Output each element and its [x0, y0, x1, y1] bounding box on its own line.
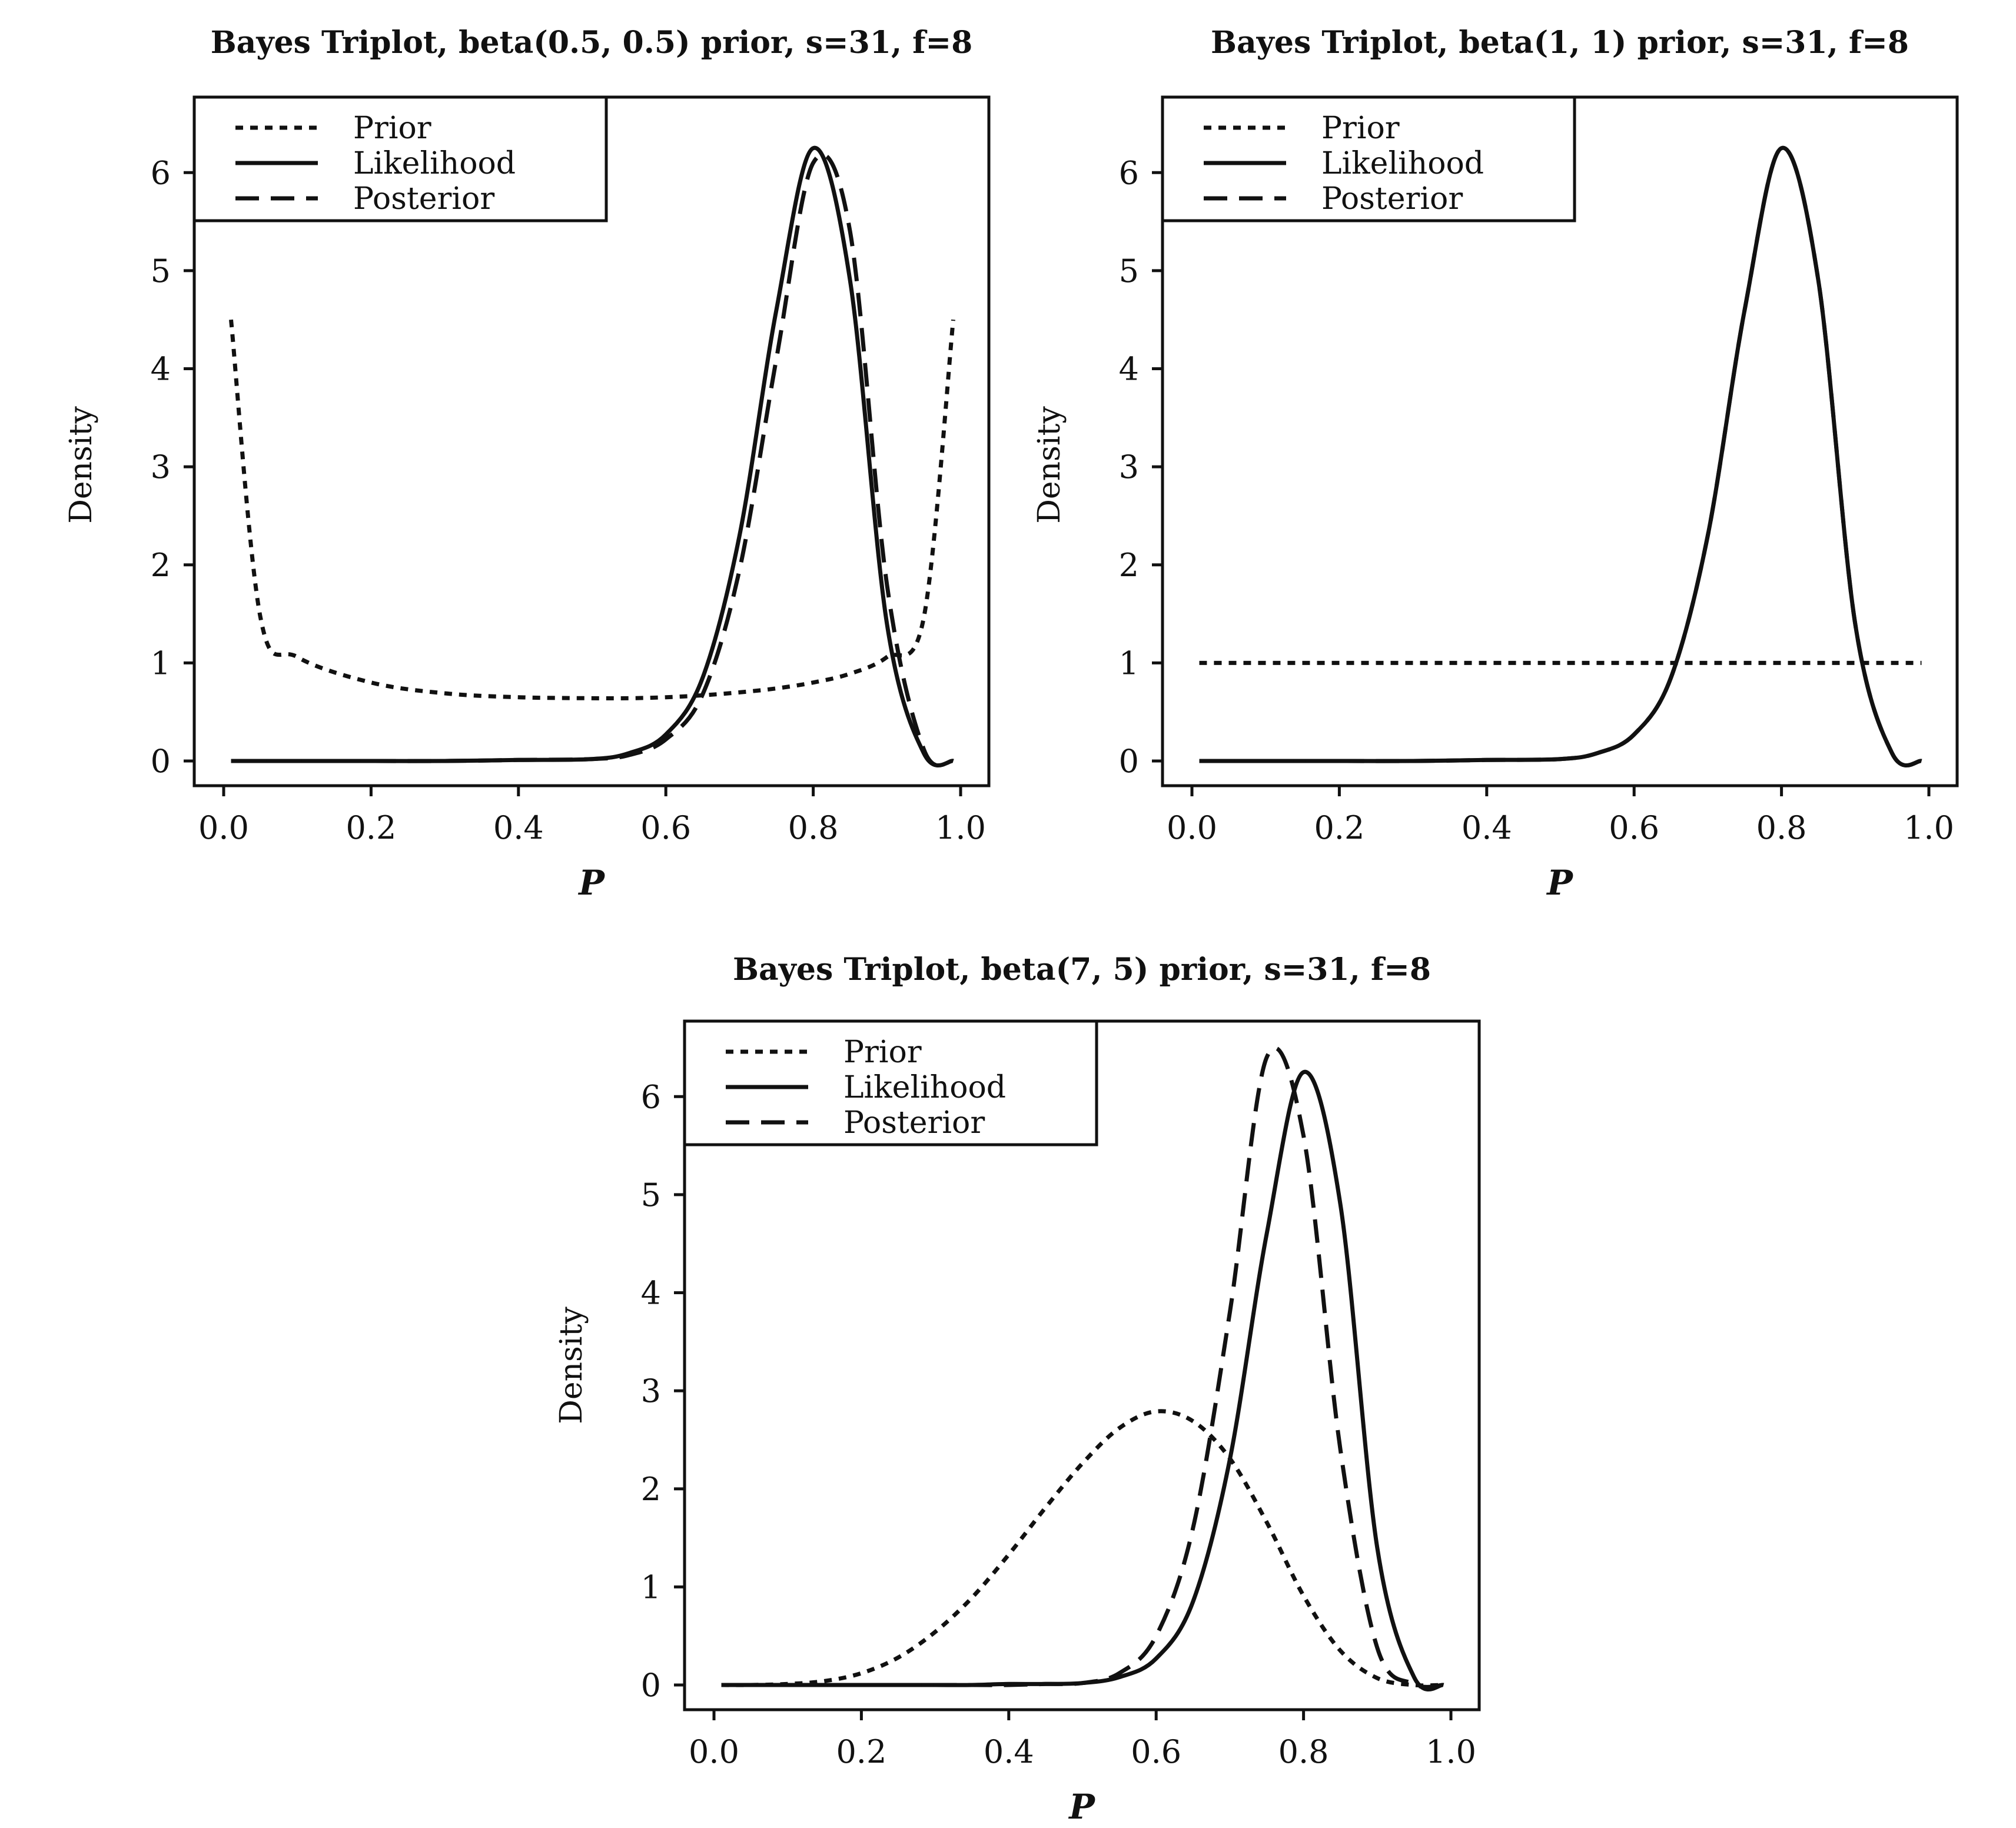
x-axis-label: P: [1546, 863, 1573, 903]
x-tick-label: 0.8: [1756, 809, 1807, 846]
y-tick-label: 0: [1119, 743, 1139, 780]
legend-label-prior: Prior: [843, 1035, 922, 1070]
y-tick-label: 4: [151, 351, 171, 388]
y-axis-label: Density: [64, 406, 99, 524]
chart-title: Bayes Triplot, beta(0.5, 0.5) prior, s=3…: [211, 25, 973, 61]
x-tick-label: 0.6: [1609, 809, 1659, 846]
legend-label-likelihood: Likelihood: [1321, 146, 1484, 181]
x-tick-label: 0.4: [1462, 809, 1512, 846]
legend-label-prior: Prior: [353, 111, 431, 146]
y-tick-label: 5: [1119, 252, 1139, 290]
x-tick-label: 0.2: [346, 809, 396, 846]
series-line-posterior: [721, 1046, 1444, 1689]
x-tick-label: 0.8: [1278, 1733, 1329, 1770]
y-tick-label: 2: [641, 1471, 661, 1508]
x-tick-label: 1.0: [935, 809, 986, 846]
x-tick-label: 0.4: [984, 1733, 1034, 1770]
y-tick-label: 6: [1119, 154, 1139, 191]
y-tick-label: 1: [1119, 644, 1139, 682]
series-line-posterior: [231, 152, 954, 768]
legend-box: [192, 95, 608, 222]
legend-label-prior: Prior: [1321, 111, 1400, 146]
y-tick-label: 6: [641, 1078, 661, 1115]
series-line-prior: [229, 319, 955, 701]
panel-2: Bayes Triplot, beta(1, 1) prior, s=31, f…: [1032, 25, 1959, 903]
legend-label-posterior: Posterior: [1321, 181, 1463, 217]
y-tick-label: 0: [641, 1667, 661, 1704]
y-tick-label: 2: [1119, 547, 1139, 584]
panel-1: Bayes Triplot, beta(0.5, 0.5) prior, s=3…: [64, 25, 991, 903]
x-tick-label: 1.0: [1426, 1733, 1476, 1770]
y-tick-label: 4: [1119, 351, 1139, 388]
y-axis-label: Density: [1032, 406, 1067, 524]
series-line-prior: [721, 1409, 1444, 1688]
legend-box: [1161, 95, 1576, 222]
series-line-likelihood: [721, 1069, 1444, 1691]
chart-title: Bayes Triplot, beta(7, 5) prior, s=31, f…: [733, 952, 1431, 988]
x-tick-label: 0.0: [198, 809, 249, 846]
series-line-likelihood: [231, 145, 954, 767]
x-tick-label: 0.4: [493, 809, 544, 846]
legend-box: [683, 1019, 1098, 1146]
x-tick-label: 0.6: [1131, 1733, 1181, 1770]
y-tick-label: 2: [151, 547, 171, 584]
y-tick-label: 3: [151, 448, 171, 486]
chart-title: Bayes Triplot, beta(1, 1) prior, s=31, f…: [1211, 25, 1909, 61]
y-tick-label: 6: [151, 154, 171, 191]
y-tick-label: 3: [1119, 448, 1139, 486]
legend-label-likelihood: Likelihood: [353, 146, 516, 181]
x-axis-label: P: [1068, 1787, 1095, 1827]
series-line-posterior: [1199, 145, 1922, 767]
y-tick-label: 4: [641, 1275, 661, 1312]
legend-label-posterior: Posterior: [843, 1105, 985, 1141]
x-tick-label: 0.2: [836, 1733, 886, 1770]
x-tick-label: 1.0: [1904, 809, 1954, 846]
y-tick-label: 5: [151, 252, 171, 290]
x-axis-label: P: [577, 863, 605, 903]
y-axis-label: Density: [554, 1307, 589, 1424]
y-tick-label: 0: [151, 743, 171, 780]
x-tick-label: 0.0: [1167, 809, 1217, 846]
y-tick-label: 1: [641, 1568, 661, 1606]
legend-label-posterior: Posterior: [353, 181, 494, 217]
y-tick-label: 3: [641, 1372, 661, 1410]
x-tick-label: 0.0: [689, 1733, 739, 1770]
x-tick-label: 0.2: [1314, 809, 1364, 846]
x-tick-label: 0.6: [640, 809, 691, 846]
y-tick-label: 5: [641, 1176, 661, 1214]
x-tick-label: 0.8: [788, 809, 839, 846]
legend-label-likelihood: Likelihood: [843, 1070, 1006, 1105]
panel-3: Bayes Triplot, beta(7, 5) prior, s=31, f…: [554, 952, 1481, 1827]
y-tick-label: 1: [151, 644, 171, 682]
